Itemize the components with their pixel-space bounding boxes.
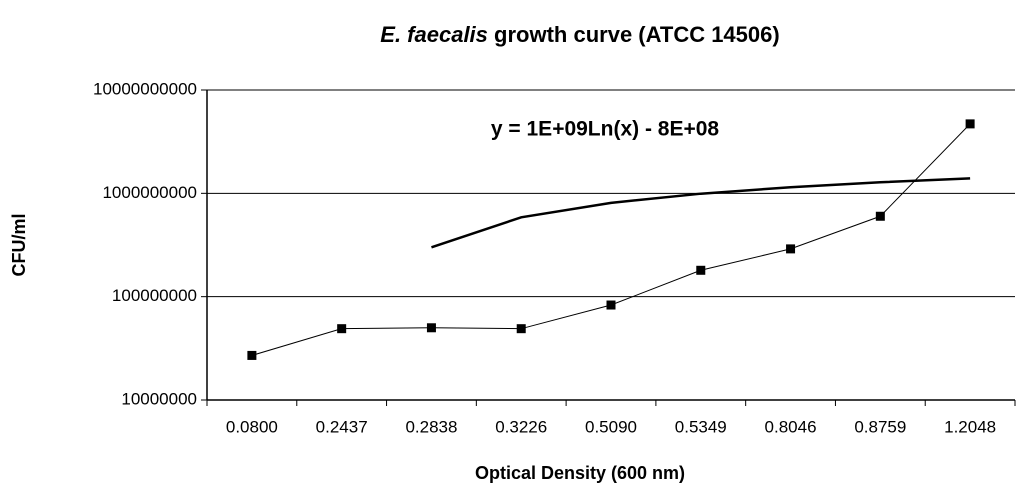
y-tick-label: 100000000 (112, 286, 197, 305)
marker (606, 300, 616, 310)
x-tick-label: 0.8759 (854, 417, 906, 436)
x-tick-label: 0.8046 (765, 417, 817, 436)
chart-title: E. faecalis growth curve (ATCC 14506) (380, 22, 779, 47)
y-tick-label: 10000000 (121, 389, 197, 408)
marker (875, 211, 885, 221)
trendline (431, 177, 971, 249)
y-tick-label: 1000000000 (102, 183, 197, 202)
marker (965, 119, 975, 129)
marker (696, 265, 706, 275)
y-axis-label: CFU/ml (9, 214, 29, 277)
y-tick-label: 10000000000 (93, 79, 197, 98)
x-tick-label: 0.0800 (226, 417, 278, 436)
marker (337, 324, 347, 334)
x-tick-label: 0.2838 (405, 417, 457, 436)
x-tick-label: 0.5349 (675, 417, 727, 436)
title-rest: growth curve (ATCC 14506) (494, 22, 780, 47)
series-line (251, 123, 971, 356)
x-tick-label: 1.2048 (944, 417, 996, 436)
equation: y = 1E+09Ln(x) - 8E+08 (491, 118, 720, 141)
marker (247, 350, 257, 360)
marker (786, 244, 796, 254)
x-tick-label: 0.5090 (585, 417, 637, 436)
title-italic: E. faecalis (380, 22, 488, 47)
x-tick-label: 0.3226 (495, 417, 547, 436)
marker (426, 323, 436, 333)
x-tick-label: 0.2437 (316, 417, 368, 436)
x-axis-label: Optical Density (600 nm) (475, 463, 685, 483)
marker (516, 324, 526, 334)
